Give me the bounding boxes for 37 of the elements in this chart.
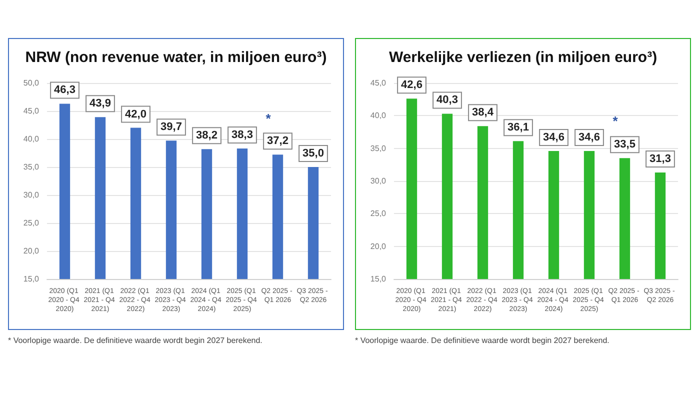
text: * Voorlopige waarde. De definitieve waarde wordt begin 2027 berekend. — [8, 336, 264, 345]
data-label: 38,3 — [232, 129, 253, 142]
text: * Voorlopige waarde. De definitieve waarde wordt begin 2027 berekend. — [355, 336, 610, 345]
data-label: 39,7 — [160, 121, 182, 134]
y-tick-label: 50,0 — [23, 78, 40, 88]
y-tick-label: 20,0 — [23, 246, 40, 256]
y-tick-label: 35,0 — [370, 144, 387, 153]
data-label: 46,3 — [54, 84, 76, 96]
data-label: 42,6 — [401, 79, 422, 92]
data-label: 37,2 — [267, 135, 288, 148]
y-tick-label: 40,0 — [23, 134, 40, 144]
y-tick-label: 30,0 — [370, 176, 387, 186]
y-tick-label: 20,0 — [370, 242, 387, 251]
data-label: 34,6 — [578, 131, 600, 144]
chart-title: NRW (non revenue water, in miljoen euro³) — [25, 49, 327, 66]
data-label: 34,6 — [543, 131, 564, 144]
y-tick-label: 45,0 — [370, 78, 387, 88]
data-label: 36,1 — [508, 122, 529, 134]
annotation: * — [612, 113, 619, 128]
data-label: 40,3 — [436, 94, 458, 106]
y-tick-label: 40,0 — [370, 111, 387, 120]
y-tick-label: 30,0 — [23, 190, 40, 200]
data-label: 38,2 — [196, 130, 218, 142]
y-tick-label: 45,0 — [23, 106, 40, 116]
annotation: * — [266, 111, 272, 126]
y-tick-label: 25,0 — [23, 218, 40, 228]
y-tick-label: 15,0 — [23, 274, 40, 284]
chart-title: Werkelijke verliezen (in miljoen euro³) — [388, 49, 658, 66]
y-tick-label: 35,0 — [23, 162, 40, 172]
data-label: 43,9 — [90, 98, 111, 110]
data-label: 33,5 — [614, 138, 636, 151]
data-label: 42,0 — [125, 108, 146, 120]
data-label: 38,4 — [472, 106, 494, 119]
y-tick-label: 15,0 — [370, 274, 387, 284]
data-label: 31,3 — [650, 153, 671, 166]
y-tick-label: 25,0 — [370, 209, 387, 218]
data-label: 35,0 — [302, 148, 324, 160]
